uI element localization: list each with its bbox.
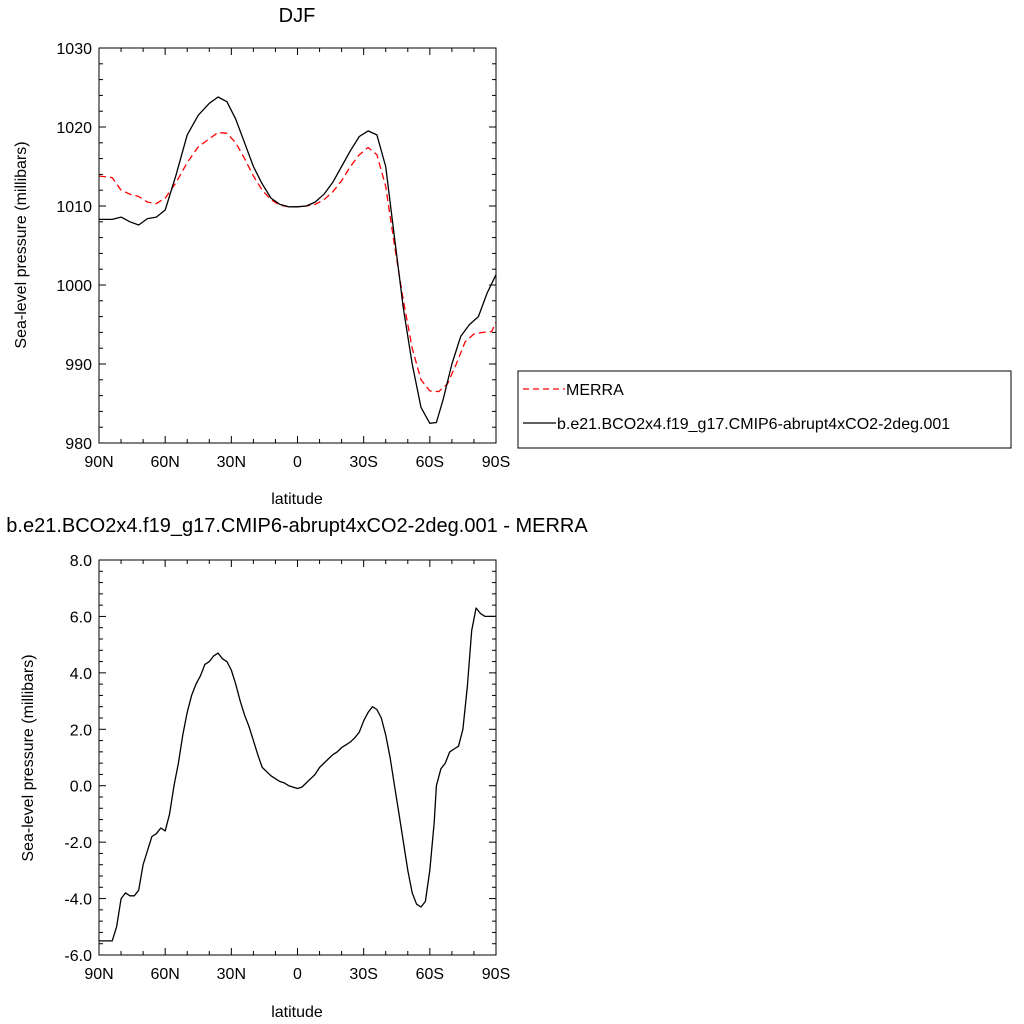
top-x-tick-label: 90N <box>84 454 113 471</box>
top-y-tick-label: 1030 <box>56 41 92 58</box>
bottom-x-axis: 90N 60N 30N 0 30S 60S 90S <box>84 560 510 983</box>
bottom-y-tick-label: 6.0 <box>70 609 92 626</box>
bottom-y-tick-label: -6.0 <box>64 948 92 965</box>
bottom-y-tick-label: 8.0 <box>70 553 92 570</box>
bottom-plot-series <box>99 607 496 942</box>
top-y-tick-label: 1020 <box>56 120 92 137</box>
top-series-merra <box>98 131 497 393</box>
top-x-tick-label: 60S <box>416 454 444 471</box>
bottom-y-tick-label: -2.0 <box>64 835 92 852</box>
top-x-tick-label: 30S <box>349 454 377 471</box>
bottom-plot-frame <box>98 559 497 956</box>
bottom-x-tick-label: 30S <box>349 966 377 983</box>
top-y-tick-label: 980 <box>65 436 92 453</box>
top-y-axis: 980 990 1000 1010 1020 1030 <box>56 41 496 453</box>
bottom-y-tick-label: 0.0 <box>70 779 92 796</box>
bottom-chart-title: b.e21.BCO2x4.f19_g17.CMIP6-abrupt4xCO2-2… <box>6 515 588 537</box>
top-x-tick-label: 60N <box>150 454 179 471</box>
bottom-x-tick-label: 30N <box>217 966 246 983</box>
top-x-tick-label: 0 <box>293 454 302 471</box>
top-y-tick-label: 990 <box>65 357 92 374</box>
top-x-tick-label: 90S <box>482 454 510 471</box>
bottom-y-tick-label: -4.0 <box>64 892 92 909</box>
bottom-x-tick-label: 0 <box>293 966 302 983</box>
bottom-x-tick-label: 60N <box>150 966 179 983</box>
bottom-y-axis-label: Sea-level pressure (millibars) <box>20 654 37 861</box>
bottom-x-tick-label: 90N <box>84 966 113 983</box>
bottom-x-tick-label: 60S <box>416 966 444 983</box>
top-x-tick-label: 30N <box>217 454 246 471</box>
legend: MERRA b.e21.BCO2x4.f19_g17.CMIP6-abrupt4… <box>517 370 1012 449</box>
bottom-y-tick-label: 4.0 <box>70 666 92 683</box>
top-plot-frame <box>98 47 497 444</box>
top-plot-series <box>98 96 497 424</box>
legend-model-label: b.e21.BCO2x4.f19_g17.CMIP6-abrupt4xCO2-2… <box>557 416 950 433</box>
top-chart-title: DJF <box>279 5 316 27</box>
legend-box <box>517 370 1012 449</box>
bottom-y-tick-label: 2.0 <box>70 722 92 739</box>
top-series-b-e21-bco2x4-f19-g17-cmip6-abrupt4xco2-2deg-001 <box>99 96 497 424</box>
bottom-series-line-0 <box>99 607 496 942</box>
top-y-tick-label: 1000 <box>56 278 92 295</box>
top-x-axis: 90N 60N 30N 0 30S 60S 90S <box>84 48 510 471</box>
bottom-y-axis: -6.0 -4.0 -2.0 0.0 2.0 4.0 6.0 8.0 <box>64 553 496 965</box>
top-x-axis-label: latitude <box>271 491 323 508</box>
top-y-axis-label: Sea-level pressure (millibars) <box>13 141 30 348</box>
bottom-x-tick-label: 90S <box>482 966 510 983</box>
top-panel: DJF 980 990 1000 1010 1020 1030 90N 60N 30N 0 30S… <box>13 5 1012 508</box>
top-y-tick-label: 1010 <box>56 199 92 216</box>
bottom-x-axis-label: latitude <box>271 1004 323 1021</box>
legend-merra-label: MERRA <box>566 382 624 399</box>
bottom-panel: b.e21.BCO2x4.f19_g17.CMIP6-abrupt4xCO2-2… <box>6 515 588 1021</box>
